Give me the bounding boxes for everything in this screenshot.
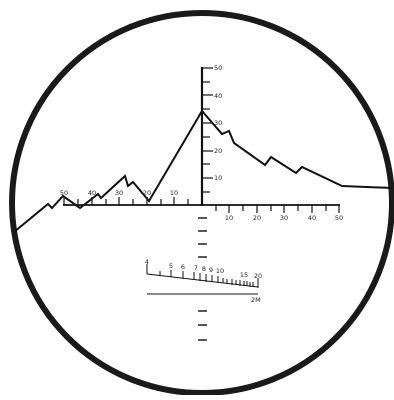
- horizontal-right-label-50: 50: [335, 214, 343, 222]
- rangefinder-label-10: 10: [216, 267, 224, 275]
- horizontal-left-label-40: 40: [88, 189, 96, 197]
- rangefinder-label-5: 5: [169, 262, 173, 270]
- rangefinder-label-7: 7: [194, 264, 198, 272]
- horizontal-left-ticks: [63, 197, 189, 205]
- horizontal-left-label-30: 30: [115, 189, 123, 197]
- horizontal-right-label-40: 40: [308, 214, 316, 222]
- vertical-label-50: 50: [214, 64, 222, 72]
- vertical-ticks: [202, 67, 213, 193]
- vertical-label-40: 40: [214, 92, 222, 100]
- horizontal-right-label-20: 20: [253, 214, 261, 222]
- rangefinder-label-15: 15: [240, 271, 248, 279]
- horizontal-left-label-20: 20: [143, 189, 151, 197]
- horizontal-right-label-30: 30: [280, 214, 288, 222]
- lower-vertical-dashes: [198, 217, 207, 341]
- rangefinder-label-8: 8: [202, 265, 206, 273]
- horizontal-right-ticks: [215, 205, 340, 213]
- rangefinder-label-9: 9: [209, 266, 213, 274]
- vertical-label-20: 20: [214, 147, 222, 155]
- vertical-label-10: 10: [214, 174, 222, 182]
- mountain-silhouette: [13, 109, 393, 233]
- horizontal-left-label-50: 50: [60, 189, 68, 197]
- vertical-label-30: 30: [214, 119, 222, 127]
- horizontal-left-label-10: 10: [170, 189, 178, 197]
- scope-ring: [9, 10, 394, 396]
- rangefinder-scale: [146, 264, 259, 288]
- rangefinder-label-6: 6: [181, 263, 185, 271]
- horizontal-right-label-10: 10: [225, 214, 233, 222]
- rangefinder-unit-label: 2M: [251, 296, 261, 304]
- rangefinder-label-20: 20: [254, 272, 262, 280]
- rangefinder-label-4: 4: [145, 258, 149, 266]
